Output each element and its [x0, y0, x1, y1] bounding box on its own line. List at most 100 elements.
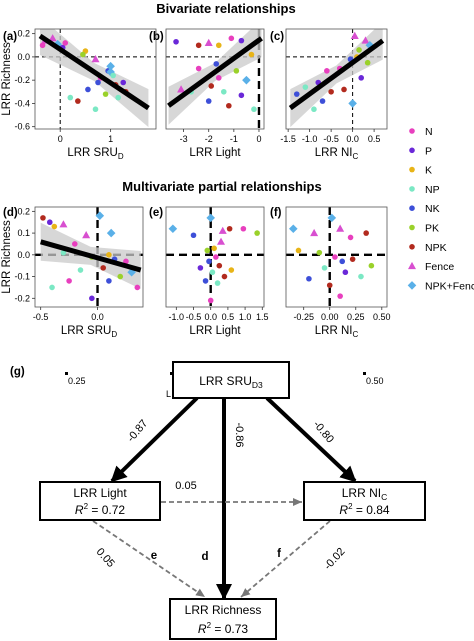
letter-e: e [151, 550, 157, 562]
x-tick-label: -1.0 [169, 312, 185, 322]
coef-light-richness: 0.05 [94, 546, 117, 570]
legend-label: NPK+Fence [425, 280, 474, 292]
stray-tick-fragment: L [166, 389, 171, 399]
point-fence [310, 228, 319, 237]
x-axis-label-subscript: D [118, 152, 124, 161]
node-label-main: LRR NI [342, 486, 381, 500]
y-axis-label: LRR Richness [1, 220, 13, 294]
point-pk [102, 91, 109, 97]
x-tick-label: 1.5 [256, 312, 269, 322]
point-np [110, 72, 116, 79]
point-nk [213, 61, 220, 67]
x-axis-label-main: LRR NI [315, 147, 353, 159]
r2-value: = 0.72 [88, 503, 125, 517]
point-nk [206, 258, 212, 265]
x-axis-label: LRR SRUD [61, 325, 117, 339]
point-nk [85, 86, 91, 93]
point-p [89, 295, 95, 302]
legend-label: NP [425, 184, 440, 196]
x-tick-label: 1.0 [239, 312, 252, 322]
panel-label: (f) [270, 207, 282, 219]
x-axis-label: LRR SRUD [67, 147, 123, 161]
point-n [215, 75, 222, 81]
point-n [409, 128, 415, 134]
point-n [134, 284, 141, 291]
node-label: LRR Light [73, 486, 127, 500]
x-tick-label: -0.25 [293, 312, 314, 322]
x-axis-label-main: LRR Light [189, 325, 241, 337]
x-axis-label-subscript: C [352, 152, 358, 161]
point-nk [190, 232, 197, 239]
point-npk [363, 230, 369, 236]
point-npk [75, 98, 81, 104]
r2-symbol: R [339, 503, 348, 517]
point-p [120, 79, 127, 86]
y-tick-label: 0.0 [17, 250, 30, 260]
point-p [173, 38, 179, 45]
panel-label: (b) [149, 31, 164, 43]
panel-d: (d) -0.5 0.0 0.2 0.1 0.0 -0.1 -0.2 LRR SRUD LRR R… [1, 206, 144, 339]
legend-item: N [409, 126, 433, 138]
x-tick-label: 0.0 [91, 312, 104, 322]
point-k [409, 166, 415, 173]
plot-border [165, 206, 265, 308]
path-light-richness [92, 520, 206, 598]
legend-label: NK [425, 203, 440, 215]
point-p [358, 75, 365, 81]
x-tick-label: 0.25 [347, 312, 365, 322]
point-fence [217, 237, 226, 245]
point-p [197, 265, 204, 271]
point-k [211, 245, 217, 252]
panel-b: (b) -3 -2 -1 0 LRR Light [149, 28, 265, 159]
point-np [92, 106, 99, 113]
panel-f: (f) -0.25 0.00 0.25 0.50 LRR NIC [270, 206, 391, 339]
legend-item: NPK [409, 242, 447, 254]
plot-border [285, 28, 388, 130]
point-fence [177, 85, 186, 93]
node-box [172, 361, 290, 399]
point-p [46, 219, 53, 226]
node-light: LRR Light R2 = 0.72 [39, 481, 161, 521]
point-n [337, 293, 343, 299]
point-np [209, 269, 216, 276]
point-fence [204, 38, 213, 46]
coef-sru-light: -0.87 [125, 418, 150, 445]
r2-value: = 0.73 [211, 622, 248, 636]
x-tick-label: -0.5 [323, 134, 339, 144]
plot-inner [35, 207, 143, 307]
plot-inner [35, 29, 156, 129]
y-tick-label: -0.4 [14, 98, 30, 108]
point-fence [48, 34, 57, 42]
point-npk-fence [95, 211, 105, 220]
x-tick-label: 0 [256, 134, 261, 144]
point-k [295, 247, 302, 254]
point-pk [316, 249, 323, 256]
point-nk [202, 278, 209, 284]
point-fence [59, 220, 68, 228]
point-n [332, 254, 338, 260]
x-tick-label: 0.0 [346, 134, 359, 144]
regression-line [167, 36, 263, 108]
x-tick-label: -3 [180, 134, 188, 144]
point-n [71, 241, 78, 247]
panel-c: (c) -1.5 -1.0 -0.5 0.0 0.5 LRR NIC [270, 28, 388, 161]
x-tick-label: -0.5 [33, 312, 49, 322]
point-n [66, 278, 72, 284]
point-k [106, 252, 112, 258]
r2-superscript: 2 [348, 502, 353, 511]
point-nk [409, 205, 415, 211]
point-npk-fence [127, 267, 136, 277]
legend-label: Fence [425, 261, 454, 273]
legend-label: NPK [425, 242, 447, 254]
point-npk-fence [242, 75, 251, 85]
point-npk-fence [348, 99, 357, 108]
point-npk [226, 102, 232, 109]
path-sru-light [110, 396, 199, 483]
point-npk [208, 83, 215, 89]
x-tick-label: 1 [108, 134, 113, 144]
point-n [228, 35, 235, 42]
regression-line [38, 33, 150, 111]
legend-label: PK [425, 223, 439, 235]
plot-border [285, 206, 388, 308]
